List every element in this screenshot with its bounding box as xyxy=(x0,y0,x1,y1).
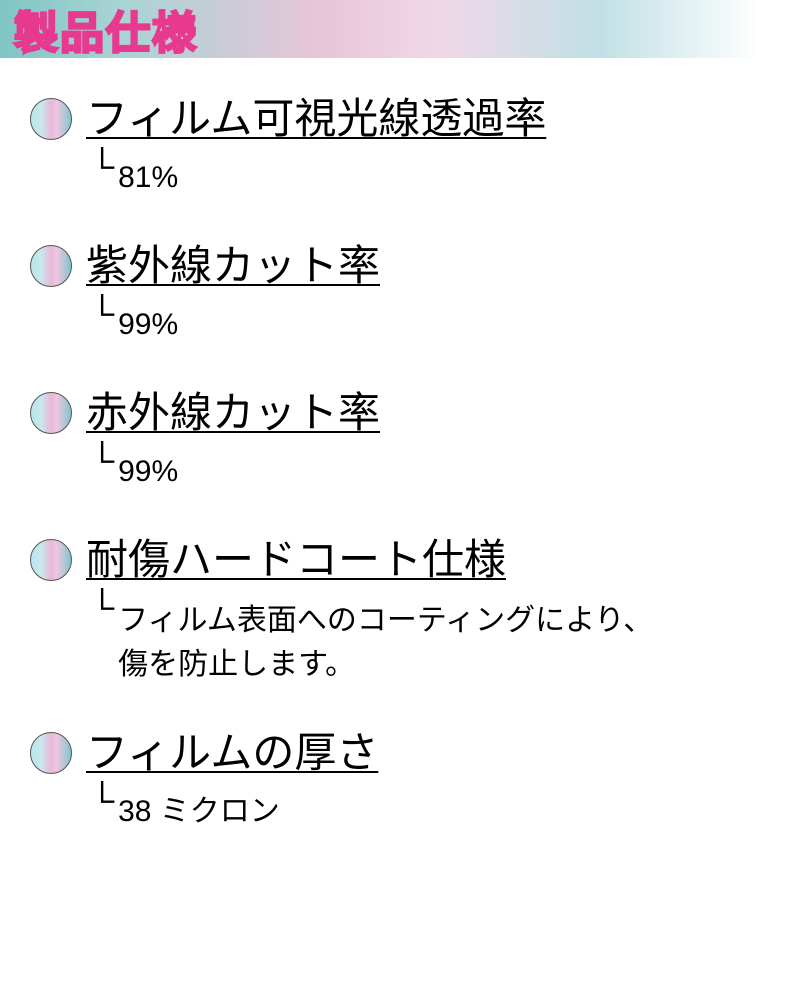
spec-content: 耐傷ハードコート仕様 └ フィルム表面へのコーティングにより、傷を防止します。 xyxy=(86,535,780,686)
header-band: 製品仕様 xyxy=(0,0,800,58)
corner-bracket-icon: └ xyxy=(90,297,114,331)
spec-value: 99% xyxy=(118,444,178,493)
spec-value-row: └ 99% xyxy=(86,297,780,346)
spec-content: フィルムの厚さ └ 38 ミクロン xyxy=(86,728,780,833)
spec-content: 紫外線カット率 └ 99% xyxy=(86,241,780,346)
spec-value-row: └ フィルム表面へのコーティングにより、傷を防止します。 xyxy=(86,591,780,686)
spec-label: 赤外線カット率 xyxy=(86,388,780,438)
page-title: 製品仕様 xyxy=(14,0,198,61)
bullet-icon xyxy=(30,245,72,287)
spec-value-row: └ 99% xyxy=(86,444,780,493)
bullet-icon xyxy=(30,98,72,140)
spec-content: フィルム可視光線透過率 └ 81% xyxy=(86,94,780,199)
spec-item: フィルム可視光線透過率 └ 81% xyxy=(30,94,780,199)
spec-value: 38 ミクロン xyxy=(118,784,280,833)
bullet-icon xyxy=(30,539,72,581)
corner-bracket-icon: └ xyxy=(90,784,114,818)
spec-value-row: └ 38 ミクロン xyxy=(86,784,780,833)
spec-item: 耐傷ハードコート仕様 └ フィルム表面へのコーティングにより、傷を防止します。 xyxy=(30,535,780,686)
spec-label: 紫外線カット率 xyxy=(86,241,780,291)
corner-bracket-icon: └ xyxy=(90,444,114,478)
spec-content: 赤外線カット率 └ 99% xyxy=(86,388,780,493)
spec-label: フィルム可視光線透過率 xyxy=(86,94,780,144)
spec-label: フィルムの厚さ xyxy=(86,728,780,778)
spec-item: 紫外線カット率 └ 99% xyxy=(30,241,780,346)
spec-value: 99% xyxy=(118,297,178,346)
spec-list: フィルム可視光線透過率 └ 81% 紫外線カット率 └ 99% 赤外線カット率 … xyxy=(0,58,800,895)
spec-item: フィルムの厚さ └ 38 ミクロン xyxy=(30,728,780,833)
spec-value: フィルム表面へのコーティングにより、傷を防止します。 xyxy=(118,591,653,686)
corner-bracket-icon: └ xyxy=(90,150,114,184)
spec-label: 耐傷ハードコート仕様 xyxy=(86,535,780,585)
corner-bracket-icon: └ xyxy=(90,591,114,625)
bullet-icon xyxy=(30,392,72,434)
spec-value-row: └ 81% xyxy=(86,150,780,199)
spec-item: 赤外線カット率 └ 99% xyxy=(30,388,780,493)
spec-value: 81% xyxy=(118,150,178,199)
bullet-icon xyxy=(30,732,72,774)
